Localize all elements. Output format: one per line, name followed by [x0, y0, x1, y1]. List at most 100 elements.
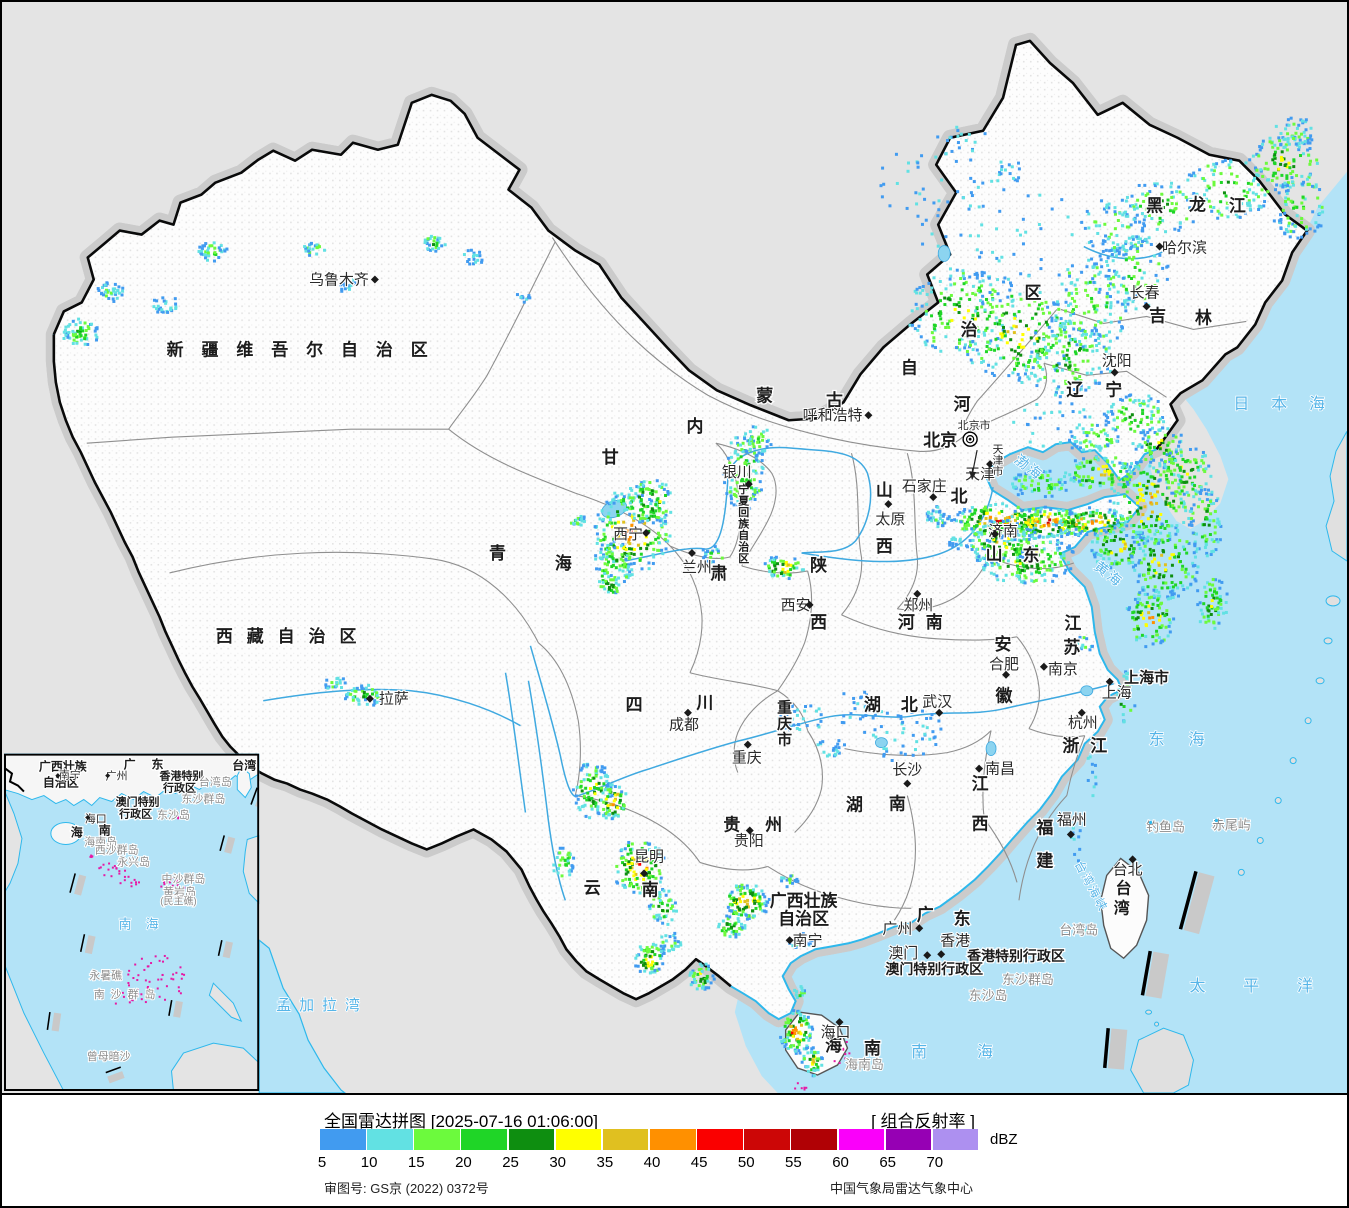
island-symbol-cluster: [794, 1082, 808, 1091]
city-label: 郑州: [903, 597, 933, 614]
city-label: 长春: [1130, 284, 1160, 301]
province-label: 甘: [602, 447, 619, 467]
radar-echo-cluster: [1011, 469, 1068, 499]
city-marker: [835, 1018, 844, 1027]
province-label: 新疆维吾尔自治区: [167, 339, 446, 359]
legend-tick: 25: [502, 1154, 519, 1171]
radar-echo-cluster: [1086, 742, 1098, 798]
inset-label: 澳门特别: [116, 795, 160, 809]
province-label: 安: [995, 634, 1012, 654]
sea-label: 孟加拉湾: [276, 997, 368, 1014]
island-symbol-cluster: [98, 862, 127, 878]
city-marker: [864, 411, 873, 420]
radar-echo-cluster: [1120, 181, 1202, 234]
province-label: 徽: [995, 686, 1014, 706]
legend-tick: 50: [737, 1154, 755, 1171]
radar-echo-cluster: [601, 783, 628, 821]
city-marker: [785, 936, 794, 945]
radar-echo-cluster: [1073, 635, 1094, 652]
province-label: 苏: [1063, 637, 1080, 657]
inset-label: 中沙群岛: [162, 871, 206, 885]
inset-label: 曾母暗沙: [87, 1049, 131, 1063]
province-label: 自治区: [778, 908, 829, 928]
radar-echo-cluster: [515, 293, 532, 304]
inset-hainan: [50, 821, 82, 845]
inset-indochina: [3, 963, 65, 1092]
radar-echo-cluster: [816, 739, 846, 758]
radar-echo-cluster: [701, 545, 724, 564]
city-label: 武汉: [922, 694, 952, 711]
legend-swatch-30: [555, 1129, 602, 1150]
province-label: 河: [898, 613, 915, 632]
province-label: 陕: [810, 555, 827, 575]
city-label: 贵阳: [734, 832, 764, 849]
province-label: 江: [1090, 737, 1107, 756]
province-label: 黑: [1146, 197, 1163, 216]
legend-panel: 全国雷达拼图 [2025-07-16 01:06:00] [ 组合反射率 ] d…: [2, 1095, 1347, 1206]
province-label: 北: [951, 487, 968, 506]
inset-borneo: [170, 1042, 260, 1092]
island-label: 台湾岛: [1059, 922, 1098, 937]
radar-echo-cluster: [920, 179, 1074, 281]
city-label: 上海: [1102, 685, 1132, 702]
legend-tick: 10: [360, 1154, 378, 1171]
radar-echo-cluster: [1156, 444, 1213, 501]
radar-echo-cluster: [634, 942, 665, 975]
inset-label: 广州: [106, 770, 128, 783]
radar-echo-cluster: [779, 1009, 815, 1055]
city-label: 南昌: [985, 761, 1015, 778]
national-border-south: [52, 334, 732, 1001]
radar-echo-cluster: [343, 683, 384, 707]
city-marker: [1077, 708, 1086, 717]
province-label: 四: [626, 696, 643, 715]
city-label: 台北: [1113, 861, 1143, 878]
inset-label: 南: [99, 822, 111, 837]
city-label: 昆明: [634, 848, 664, 865]
province-label: 南: [926, 612, 943, 632]
district-label: 天津市: [993, 444, 1004, 478]
city-marker: [929, 493, 938, 502]
legend-swatch-55: [791, 1129, 838, 1150]
legend-tick: 45: [690, 1154, 708, 1171]
inset-vietnam: [3, 789, 23, 895]
island-symbol-cluster: [114, 982, 140, 1005]
legend-swatch-45: [697, 1129, 743, 1150]
province-label: 江: [1064, 614, 1081, 633]
province-label: 南: [889, 794, 906, 814]
legend-swatch-10: [367, 1129, 413, 1150]
radar-echo-cluster: [324, 676, 347, 690]
radar-echo-cluster: [197, 241, 229, 263]
legend-tick: 40: [643, 1154, 661, 1171]
rivers: [263, 245, 1164, 901]
city-marker: [55, 773, 61, 779]
province-label: 东: [954, 908, 971, 928]
legend-tick: 15: [407, 1154, 425, 1171]
province-label: 治: [961, 319, 978, 339]
radar-echo-cluster: [1248, 131, 1319, 193]
inset-luzon: [242, 834, 260, 905]
inset-label: 南海: [119, 916, 173, 931]
city-label: 石家庄: [902, 477, 947, 495]
legend-swatch-40: [649, 1129, 696, 1150]
island-symbol-cluster: [176, 816, 180, 820]
city-label: 合肥: [989, 656, 1019, 673]
province-label: 西: [972, 814, 989, 833]
province-label: 海: [555, 553, 572, 573]
boundary-dash-mark: [1140, 950, 1170, 999]
lakes: [601, 245, 1094, 757]
radar-echo-cluster: [742, 425, 773, 458]
city-label: 广州: [882, 920, 912, 937]
legend-swatch-50: [744, 1129, 790, 1150]
province-label: 贵: [723, 814, 740, 834]
legend-tick: 5: [317, 1154, 327, 1171]
city-marker: [923, 951, 932, 960]
radar-echo-cluster: [339, 278, 357, 293]
inset-label: 海口: [85, 811, 107, 825]
city-marker: [105, 773, 111, 779]
island-symbol-cluster: [89, 854, 94, 859]
city-label: 重庆: [732, 750, 762, 767]
city-marker: [805, 600, 814, 609]
islet-dot: [1148, 820, 1153, 825]
province-label: 福: [1035, 817, 1053, 837]
province-label: 重庆市: [777, 699, 792, 749]
